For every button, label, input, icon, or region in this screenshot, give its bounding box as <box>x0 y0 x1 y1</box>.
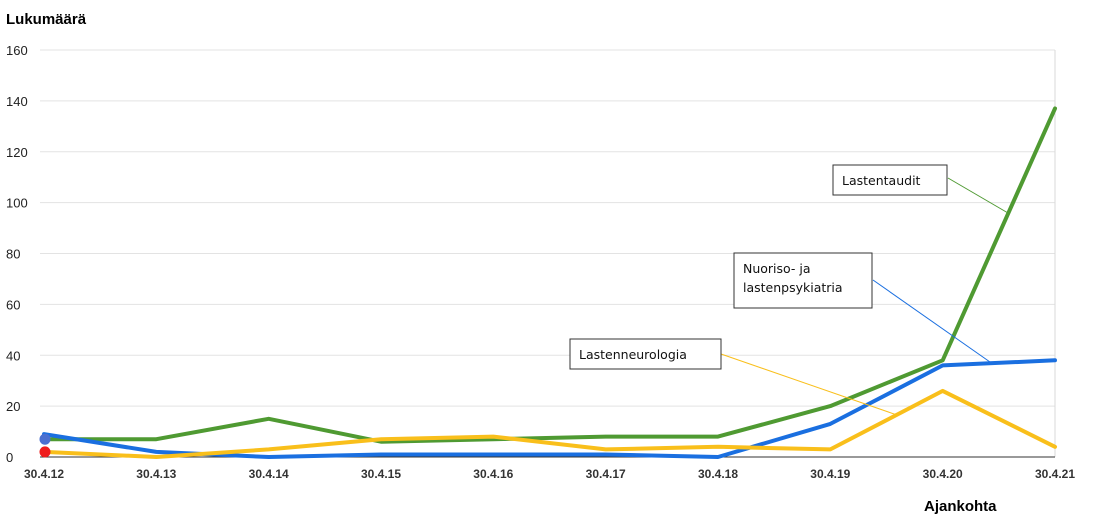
y-tick-label: 120 <box>6 145 28 160</box>
series-start-marker <box>39 433 51 445</box>
start-markers <box>39 433 51 458</box>
y-tick-label: 80 <box>6 247 20 262</box>
y-axis-title: Lukumäärä <box>6 11 87 28</box>
series-start-marker <box>39 446 51 458</box>
x-axis-title: Ajankohta <box>924 498 997 515</box>
x-tick-label: 30.4.14 <box>249 467 289 481</box>
y-tick-label: 160 <box>6 43 28 58</box>
callout-leader <box>947 177 1009 214</box>
callout-label: Lastenneurologia <box>579 347 687 362</box>
y-tick-label: 0 <box>6 450 13 465</box>
callout-box <box>569 338 722 370</box>
y-tick-label: 60 <box>6 297 20 312</box>
callout-label: lastenpsykiatria <box>743 280 843 295</box>
x-tick-label: 30.4.19 <box>810 467 850 481</box>
series-lines <box>42 106 1057 459</box>
y-tick-label: 40 <box>6 348 20 363</box>
gridlines <box>40 49 1055 407</box>
x-tick-label: 30.4.21 <box>1035 467 1075 481</box>
callouts: Lastentaudit Nuoriso- ja lastenpsykiatria L… <box>569 164 1009 416</box>
series-line <box>42 106 1057 444</box>
x-tick-label: 30.4.15 <box>361 467 401 481</box>
callout-box <box>832 164 948 196</box>
y-tick-label: 20 <box>6 399 20 414</box>
x-tick-label: 30.4.16 <box>473 467 513 481</box>
x-tick-label: 30.4.17 <box>586 467 626 481</box>
x-tick-label: 30.4.18 <box>698 467 738 481</box>
x-tick-label: 30.4.20 <box>923 467 963 481</box>
callout-label: Lastentaudit <box>842 173 921 188</box>
y-tick-label: 140 <box>6 94 28 109</box>
callout-leader <box>872 279 991 363</box>
callout-label: Nuoriso- ja <box>743 261 811 276</box>
x-tick-label: 30.4.13 <box>136 467 176 481</box>
callout-leader <box>720 353 898 416</box>
callout-box <box>733 252 873 309</box>
y-tick-label: 100 <box>6 196 28 211</box>
x-tick-label: 30.4.12 <box>24 467 64 481</box>
series-line <box>42 388 1057 459</box>
y-axis-ticks: 0 20 40 60 80 100 120 140 160 <box>6 43 28 465</box>
x-axis-ticks: 30.4.12 30.4.13 30.4.14 30.4.15 30.4.16 30.4.… <box>24 467 1075 481</box>
